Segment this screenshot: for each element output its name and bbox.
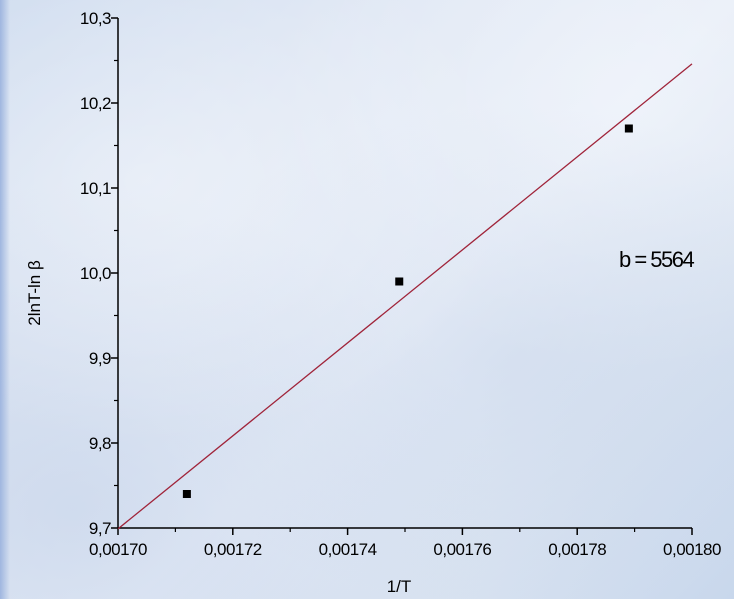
data-points: [182, 124, 633, 498]
y-tick-label: 9,8: [89, 434, 111, 453]
data-point: [624, 124, 633, 133]
y-axis-title: 2lnT-ln β: [25, 260, 44, 326]
slope-annotation: b = 5564: [619, 247, 695, 272]
y-tick-label: 10,3: [80, 9, 111, 28]
fit-line-group: [117, 63, 693, 530]
y-tick-label: 10,2: [80, 94, 111, 113]
data-point: [182, 490, 191, 498]
y-tick-label: 9,9: [89, 349, 111, 368]
y-tick-label: 10,0: [80, 264, 111, 283]
x-ticks: 0,00170 0,00172 0,00174 0,00176 0,00178 0,001…: [89, 528, 722, 559]
x-tick-label: 0,00180: [663, 540, 721, 559]
x-tick-label: 0,00170: [89, 540, 147, 559]
x-tick-label: 0,00176: [433, 540, 491, 559]
x-axis-title: 1/T: [387, 577, 412, 596]
data-point: [395, 277, 404, 286]
y-ticks: 9,7 9,8 9,9 10,0 10,1 10,2 10,3: [80, 9, 118, 538]
y-tick-label: 10,1: [80, 179, 111, 198]
x-tick-label: 0,00178: [548, 540, 606, 559]
x-tick-label: 0,00174: [319, 540, 377, 559]
axes: [117, 18, 692, 529]
fit-line: [117, 63, 693, 530]
background-edge: [0, 0, 10, 599]
x-tick-label: 0,00172: [204, 540, 262, 559]
y-tick-label: 9,7: [89, 519, 111, 538]
